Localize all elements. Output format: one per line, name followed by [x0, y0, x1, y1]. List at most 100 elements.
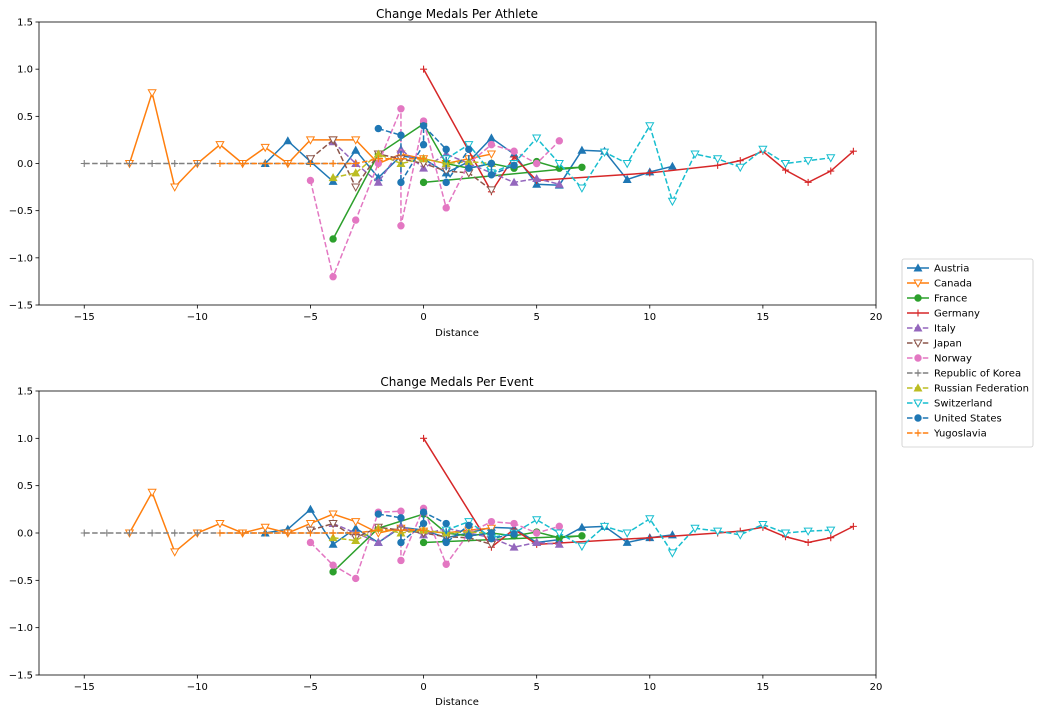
data-point	[374, 510, 383, 518]
data-point	[373, 177, 383, 186]
data-point	[442, 145, 450, 154]
y-tick-label: −1.5	[9, 671, 33, 682]
y-tick-label: 0.0	[17, 159, 33, 170]
data-point	[397, 105, 405, 113]
data-point	[554, 539, 564, 548]
data-point	[374, 526, 382, 534]
legend-label: Republic of Korea	[934, 369, 1021, 380]
data-point	[397, 222, 405, 230]
data-point	[667, 161, 677, 170]
data-point	[329, 561, 337, 569]
legend-entry: Norway	[907, 354, 972, 365]
chart-athlete: Change Medals Per Athlete −15 −10 −5 0 5 10 15…	[9, 7, 883, 339]
series-line	[378, 510, 515, 545]
data-point	[352, 216, 360, 224]
data-point	[532, 134, 542, 143]
data-point	[577, 522, 587, 531]
x-tick-label: 20	[870, 682, 883, 693]
y-tick-label: 1.0	[17, 434, 33, 445]
data-point	[599, 522, 610, 532]
data-point	[352, 160, 360, 167]
data-point	[736, 157, 744, 165]
data-point	[171, 160, 179, 167]
legend-label: Norway	[934, 354, 972, 365]
series-line	[378, 123, 515, 186]
legend: Austria Canada France Germany Italy Japan Norw…	[901, 258, 1034, 448]
data-point	[780, 529, 791, 538]
x-tick-label: 15	[757, 682, 770, 693]
data-point	[532, 173, 542, 183]
series-line	[445, 123, 831, 204]
legend-marker	[913, 323, 923, 332]
data-point	[554, 529, 564, 538]
data-point	[239, 529, 247, 537]
data-point	[804, 538, 812, 546]
data-point	[373, 537, 383, 546]
data-point	[532, 537, 542, 546]
data-point	[555, 522, 563, 531]
data-point	[465, 521, 473, 530]
data-point	[351, 535, 361, 545]
data-point	[849, 522, 857, 530]
data-point	[283, 136, 293, 145]
legend-marker	[914, 354, 922, 362]
data-point	[849, 147, 857, 155]
data-point	[351, 518, 361, 527]
data-point	[827, 167, 835, 175]
data-point	[510, 161, 518, 170]
data-point	[442, 204, 450, 212]
data-point	[305, 519, 316, 529]
legend-marker	[914, 309, 922, 317]
data-point	[329, 529, 337, 537]
data-point	[306, 538, 315, 547]
data-point	[419, 178, 428, 187]
data-point	[328, 173, 338, 182]
data-point	[532, 529, 541, 537]
data-point	[260, 523, 270, 533]
data-point	[125, 160, 133, 167]
data-point	[305, 155, 316, 164]
data-point	[397, 556, 405, 565]
data-point	[758, 145, 768, 155]
data-point	[305, 504, 315, 513]
series-line	[422, 437, 854, 549]
x-axis-label: Distance	[435, 697, 479, 708]
data-point	[260, 143, 270, 153]
data-point	[328, 510, 338, 519]
data-point	[645, 122, 655, 131]
chart-title: Change Medals Per Athlete	[376, 7, 538, 21]
legend-label: Japan	[933, 339, 962, 350]
data-point	[419, 519, 428, 528]
y-tick-label: −0.5	[9, 206, 33, 217]
data-point	[442, 178, 450, 187]
data-point	[486, 186, 497, 195]
data-point	[420, 155, 428, 163]
data-point	[690, 524, 700, 534]
legend-label: Italy	[934, 324, 956, 335]
x-tick-label: 0	[420, 682, 426, 693]
data-point	[577, 542, 587, 552]
data-point	[328, 519, 338, 529]
data-point	[239, 160, 247, 167]
data-point	[464, 141, 474, 150]
data-point	[555, 137, 563, 145]
series-yugoslavia	[216, 155, 428, 167]
x-axis-label: Distance	[435, 328, 479, 339]
data-point	[442, 519, 450, 528]
data-point	[328, 533, 338, 542]
data-point	[352, 529, 360, 537]
data-point	[193, 160, 201, 167]
data-point	[80, 160, 88, 167]
data-point	[486, 150, 497, 159]
data-point	[487, 517, 496, 526]
data-point	[420, 526, 428, 534]
legend-entry: Italy	[907, 323, 956, 335]
data-point	[554, 159, 564, 169]
data-point	[215, 141, 225, 150]
data-point	[216, 160, 224, 167]
legend-label: Russian Federation	[934, 384, 1029, 395]
legend-entry: Japan	[907, 339, 962, 350]
data-point	[532, 516, 542, 525]
data-point	[148, 160, 156, 167]
series-line	[445, 517, 831, 555]
